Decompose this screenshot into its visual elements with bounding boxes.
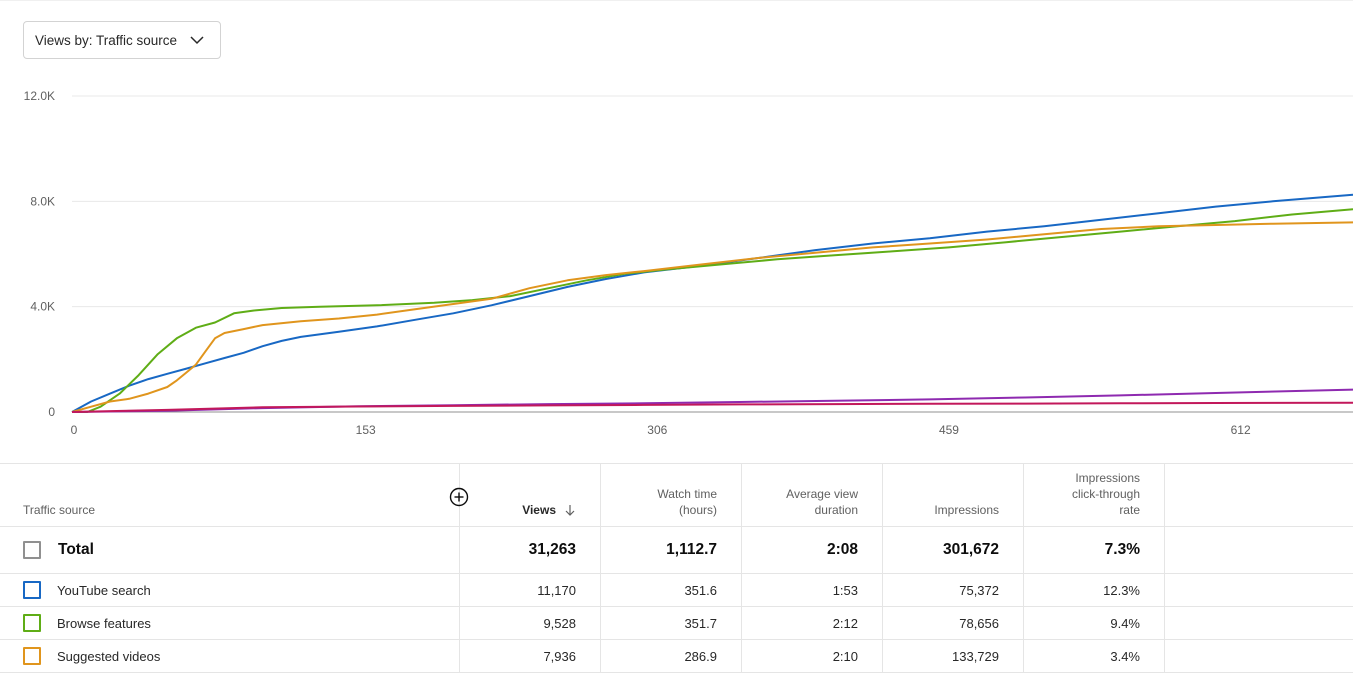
row-label-cell: YouTube search	[0, 574, 460, 606]
header-avg-view-line2: duration	[814, 503, 858, 517]
header-impressions-label: Impressions	[934, 503, 999, 517]
row-impressions: 75,372	[883, 574, 1024, 606]
row-avg-view-duration: 2:12	[742, 607, 883, 639]
x-tick-label: 459	[939, 423, 959, 437]
row-ctr: 12.3%	[1024, 574, 1165, 606]
total-watch-time: 1,112.7	[601, 527, 742, 573]
x-tick-label: 0	[71, 423, 78, 437]
arrow-down-icon	[565, 505, 575, 516]
series-line-browse-features[interactable]	[72, 208, 1353, 413]
series-line-suggested-videos[interactable]	[71, 221, 1353, 413]
header-views[interactable]: Views	[460, 464, 601, 526]
header-ctr[interactable]: Impressions click-through rate	[1024, 464, 1165, 526]
total-ctr: 7.3%	[1024, 527, 1165, 573]
top-divider	[0, 0, 1353, 1]
row-ctr: 3.4%	[1024, 640, 1165, 672]
total-views: 31,263	[460, 527, 601, 573]
total-avg-view-duration: 2:08	[742, 527, 883, 573]
header-views-label: Views	[522, 503, 556, 517]
dropdown-label: Views by: Traffic source	[35, 32, 178, 48]
suggested-videos-checkbox[interactable]	[23, 647, 41, 665]
row-views: 11,170	[460, 574, 601, 606]
total-label: Total	[58, 541, 94, 558]
row-watch-time: 351.6	[601, 574, 742, 606]
add-metric-icon[interactable]	[449, 487, 469, 507]
row-views: 9,528	[460, 607, 601, 639]
row-watch-time: 351.7	[601, 607, 742, 639]
series-line-youtube-search[interactable]	[71, 193, 1353, 413]
row-empty	[1165, 574, 1353, 606]
total-empty	[1165, 527, 1353, 573]
total-impressions: 301,672	[883, 527, 1024, 573]
total-checkbox[interactable]	[23, 541, 41, 559]
header-watch-time[interactable]: Watch time (hours)	[601, 464, 742, 526]
row-label-cell: Browse features	[0, 607, 460, 639]
row-empty	[1165, 607, 1353, 639]
header-impressions[interactable]: Impressions	[883, 464, 1024, 526]
header-watch-time-line2: (hours)	[678, 503, 717, 517]
header-ctr-line2: click-through	[1071, 487, 1140, 501]
total-label-cell: Total	[0, 527, 460, 573]
series-line-series4[interactable]	[71, 388, 1353, 413]
row-views: 7,936	[460, 640, 601, 672]
table-row: Browse features 9,528 351.7 2:12 78,656 …	[0, 607, 1353, 640]
table-header-row: Traffic source Views Watch time (hours) …	[0, 464, 1353, 527]
row-impressions: 78,656	[883, 607, 1024, 639]
header-average-view-duration[interactable]: Average view duration	[742, 464, 883, 526]
row-watch-time: 286.9	[601, 640, 742, 672]
series-line-series5[interactable]	[71, 401, 1353, 413]
browse-features-checkbox[interactable]	[23, 614, 41, 632]
youtube-search-checkbox[interactable]	[23, 581, 41, 599]
table-row: YouTube search 11,170 351.6 1:53 75,372 …	[0, 574, 1353, 607]
row-label: YouTube search	[57, 582, 151, 598]
x-tick-label: 153	[356, 423, 376, 437]
header-watch-time-line1: Watch time	[657, 487, 717, 501]
y-tick-label: 0	[48, 405, 55, 419]
header-ctr-line1: Impressions	[1075, 471, 1140, 485]
views-by-dropdown[interactable]: Views by: Traffic source	[23, 21, 221, 59]
table-total-row: Total 31,263 1,112.7 2:08 301,672 7.3%	[0, 527, 1353, 574]
traffic-chart-svg: 0 4.0K 8.0K 12.0K 0 153 306 459 612	[24, 89, 1353, 437]
header-empty	[1165, 464, 1353, 526]
chevron-down-icon	[190, 36, 204, 45]
row-label: Browse features	[57, 615, 151, 631]
y-tick-label: 8.0K	[30, 194, 55, 208]
table-row: Suggested videos 7,936 286.9 2:10 133,72…	[0, 640, 1353, 673]
row-empty	[1165, 640, 1353, 672]
x-tick-label: 612	[1231, 423, 1251, 437]
row-avg-view-duration: 1:53	[742, 574, 883, 606]
traffic-chart[interactable]: 0 4.0K 8.0K 12.0K 0 153 306 459 612	[0, 80, 1353, 450]
row-avg-view-duration: 2:10	[742, 640, 883, 672]
y-tick-label: 4.0K	[30, 300, 55, 314]
row-label: Suggested videos	[57, 648, 161, 664]
row-ctr: 9.4%	[1024, 607, 1165, 639]
header-ctr-line3: rate	[1119, 503, 1140, 517]
traffic-source-table: Traffic source Views Watch time (hours) …	[0, 463, 1353, 673]
header-avg-view-line1: Average view	[786, 487, 858, 501]
x-tick-label: 306	[647, 423, 667, 437]
header-traffic-source-label: Traffic source	[23, 503, 96, 517]
header-traffic-source[interactable]: Traffic source	[0, 464, 460, 526]
y-tick-label: 12.0K	[24, 89, 55, 103]
row-impressions: 133,729	[883, 640, 1024, 672]
row-label-cell: Suggested videos	[0, 640, 460, 672]
